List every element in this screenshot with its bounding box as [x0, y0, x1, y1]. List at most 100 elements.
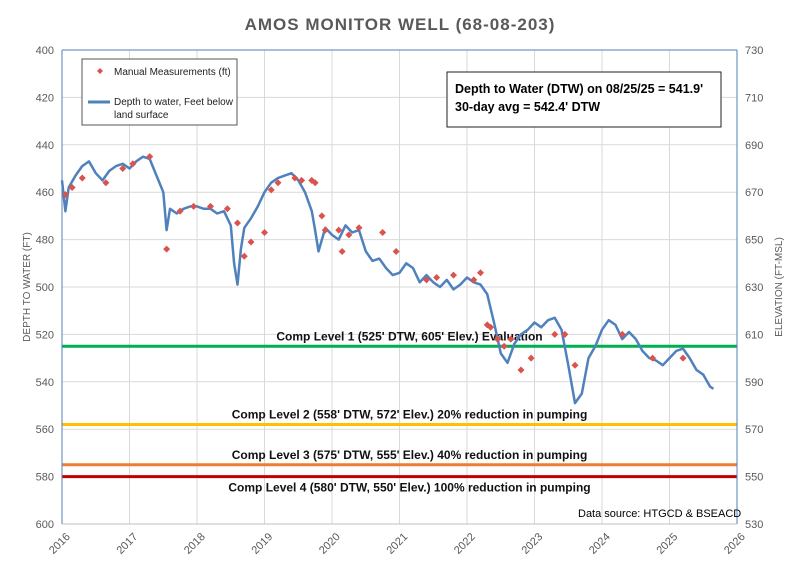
annotation-line1: Depth to Water (DTW) on 08/25/25 = 541.9…	[455, 82, 703, 96]
manual-measurement-point	[450, 271, 457, 279]
y-tick-label-left: 480	[36, 235, 54, 247]
y-tick-label-right: 730	[745, 45, 763, 57]
y-tick-label-right: 650	[745, 235, 763, 247]
manual-measurement-point	[119, 165, 127, 172]
manual-measurement-point	[392, 247, 400, 255]
x-tick-label: 2017	[114, 531, 140, 557]
dtw-annotation: Depth to Water (DTW) on 08/25/25 = 541.9…	[446, 71, 722, 128]
manual-measurement-point	[487, 323, 495, 331]
comp-level-4-label: Comp Level 4 (580' DTW, 550' Elev.) 100%…	[228, 481, 590, 495]
manual-measurement-point	[571, 361, 579, 369]
manual-measurement-point	[176, 207, 184, 215]
manual-measurement-point	[163, 245, 171, 253]
y-tick-label-right: 530	[745, 519, 763, 531]
y-axis-label-right: ELEVATION (FT-MSL)	[774, 237, 785, 337]
manual-measurement-point	[321, 226, 329, 234]
chart-title: AMOS MONITOR WELL (68-08-203)	[245, 15, 556, 34]
legend-label-depth-line2: land surface	[114, 110, 169, 121]
manual-measurement-point	[261, 228, 268, 236]
legend-label-depth-line1: Depth to water, Feet below	[114, 97, 234, 108]
manual-measurement-point	[561, 330, 569, 338]
manual-measurement-point	[493, 335, 501, 343]
manual-measurement-point	[274, 179, 282, 187]
manual-measurement-point	[240, 252, 248, 260]
y-tick-label-right: 590	[745, 377, 763, 389]
manual-measurement-point	[355, 224, 363, 232]
manual-measurement-point	[129, 160, 137, 168]
manual-measurement-point	[335, 226, 343, 234]
manual-measurement-point	[338, 247, 346, 255]
depth-to-water-line	[60, 155, 715, 405]
manual-measurement-point	[190, 202, 198, 210]
legend-marker-manual	[97, 68, 103, 74]
manual-measurement-point	[61, 191, 69, 199]
manual-measurement-point	[78, 174, 86, 182]
x-tick-label: 2023	[519, 531, 545, 557]
data-source: Data source: HTGCD & BSEACD	[578, 508, 741, 520]
y-tick-label-right: 690	[745, 140, 763, 152]
y-tick-label-right: 710	[745, 92, 763, 104]
manual-measurement-point	[234, 219, 241, 227]
y-tick-label-right: 670	[745, 187, 763, 199]
manual-measurement-point	[267, 186, 275, 194]
legend-box	[81, 58, 238, 126]
manual-measurement-point	[507, 335, 515, 343]
legend-label-manual: Manual Measurements (ft)	[114, 67, 231, 78]
manual-measurement-point	[318, 212, 326, 220]
legend: Manual Measurements (ft) Depth to water,…	[81, 58, 238, 126]
manual-measurement-point	[649, 354, 657, 362]
x-tick-label: 2024	[587, 531, 613, 557]
x-tick-label: 2018	[182, 531, 208, 557]
manual-measurement-point	[146, 153, 154, 161]
x-tick-label: 2016	[47, 531, 73, 557]
comp-level-1-label: Comp Level 1 (525' DTW, 605' Elev.) Eval…	[276, 329, 542, 343]
comp-level-2-label: Comp Level 2 (558' DTW, 572' Elev.) 20% …	[232, 407, 588, 421]
x-tick-label: 2019	[249, 531, 275, 557]
manual-measurement-point	[551, 330, 559, 338]
annotation-box	[446, 71, 722, 128]
y-tick-label-right: 550	[745, 472, 763, 484]
x-tick-label: 2025	[654, 531, 680, 557]
manual-measurement-point	[379, 228, 387, 236]
manual-measurement-point	[517, 366, 525, 374]
y-tick-label-left: 420	[36, 92, 54, 104]
y-tick-label-left: 500	[36, 282, 54, 294]
y-tick-label-right: 570	[745, 424, 763, 436]
manual-measurement-point	[298, 176, 306, 184]
y-tick-label-left: 560	[36, 424, 54, 436]
x-tick-label: 2021	[384, 531, 410, 557]
manual-measurement-point	[102, 179, 110, 187]
x-tick-label: 2020	[317, 531, 343, 557]
manual-measurement-point	[433, 274, 441, 282]
y-tick-label-left: 400	[36, 45, 54, 57]
comp-level-3-label: Comp Level 3 (575' DTW, 555' Elev.) 40% …	[232, 448, 588, 462]
y-tick-label-left: 440	[36, 140, 54, 152]
y-axis-label-left: DEPTH TO WATER (FT)	[22, 232, 33, 342]
manual-measurement-point	[311, 179, 319, 187]
manual-measurement-point	[618, 330, 626, 338]
y-tick-label-left: 580	[36, 472, 54, 484]
manual-measurement-point	[345, 231, 353, 239]
annotation-line2: 30-day avg = 542.4' DTW	[455, 100, 600, 114]
manual-measurement-point	[291, 174, 299, 182]
x-tick-label: 2022	[452, 531, 478, 557]
manual-measurement-point	[247, 238, 255, 246]
y-tick-label-right: 630	[745, 282, 763, 294]
manual-measurement-point	[527, 354, 535, 362]
y-tick-label-left: 460	[36, 187, 54, 199]
manual-measurement-point	[68, 183, 76, 191]
manual-measurement-point	[500, 342, 508, 350]
manual-measurement-point	[679, 354, 687, 362]
manual-measurement-point	[477, 269, 484, 277]
y-tick-label-left: 600	[36, 519, 54, 531]
y-tick-label-left: 520	[36, 329, 54, 341]
data-series	[60, 153, 715, 405]
manual-measurement-point	[223, 205, 231, 213]
manual-measurement-point	[470, 276, 478, 284]
y-tick-label-right: 610	[745, 329, 763, 341]
manual-measurement-point	[423, 276, 430, 284]
comp-level-lines: Comp Level 1 (525' DTW, 605' Elev.) Eval…	[62, 329, 737, 495]
y-tick-label-left: 540	[36, 377, 54, 389]
x-tick-label: 2026	[722, 531, 748, 557]
